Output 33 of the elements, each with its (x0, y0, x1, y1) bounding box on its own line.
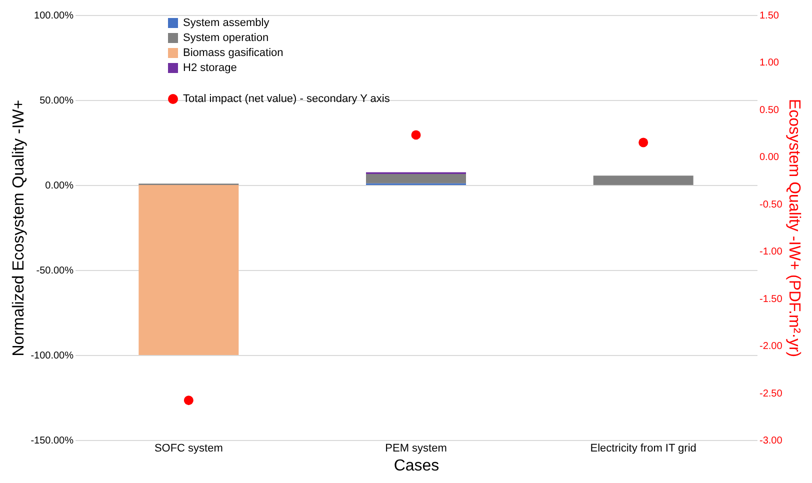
bar (138, 185, 239, 355)
y2-tick-label: -1.50 (760, 294, 783, 305)
y2-tick-label: 1.00 (760, 58, 780, 69)
y2-tick-label: -3.00 (760, 436, 783, 446)
y2-tick-label: 0.50 (760, 104, 780, 116)
y2-tick-label: 1.50 (760, 10, 780, 22)
y-axis-title: Normalized Ecosystem Quality -IW+ (10, 100, 28, 356)
y-tick-label: -100.00% (30, 350, 74, 362)
point (638, 138, 648, 148)
y2-tick-label: -2.00 (760, 341, 783, 352)
x-tick-label: Electricity from IT grid (590, 442, 696, 454)
y-tick-label: 0.00% (45, 180, 74, 192)
x-axis-title: Cases (394, 458, 440, 474)
bar (366, 174, 466, 184)
y-tick-label: -50.00% (36, 266, 74, 276)
x-tick-label: PEM system (385, 442, 447, 454)
legend-label: Biomass gasification (183, 47, 284, 59)
y2-tick-label: -2.50 (760, 388, 783, 400)
legend-label: Total impact (net value) - secondary Y axis (183, 93, 390, 105)
y-tick-label: 100.00% (34, 10, 74, 22)
y-tick-label: -150.00% (30, 436, 74, 446)
y2-axis-title: Ecosystem Quality -IW+ (PDF.m²·yr) (785, 98, 802, 358)
y2-tick-label: 0.00 (760, 152, 780, 164)
bar (593, 176, 694, 185)
y2-tick-label: -0.50 (760, 199, 783, 210)
x-tick-label: SOFC system (154, 442, 223, 454)
legend-label: System operation (183, 32, 269, 44)
legend-label: H2 storage (183, 62, 237, 74)
y-tick-label: 50.00% (40, 96, 74, 106)
point (411, 130, 421, 140)
point (184, 396, 194, 406)
y2-tick-label: -1.00 (760, 246, 783, 258)
legend-label: System assembly (183, 17, 270, 29)
